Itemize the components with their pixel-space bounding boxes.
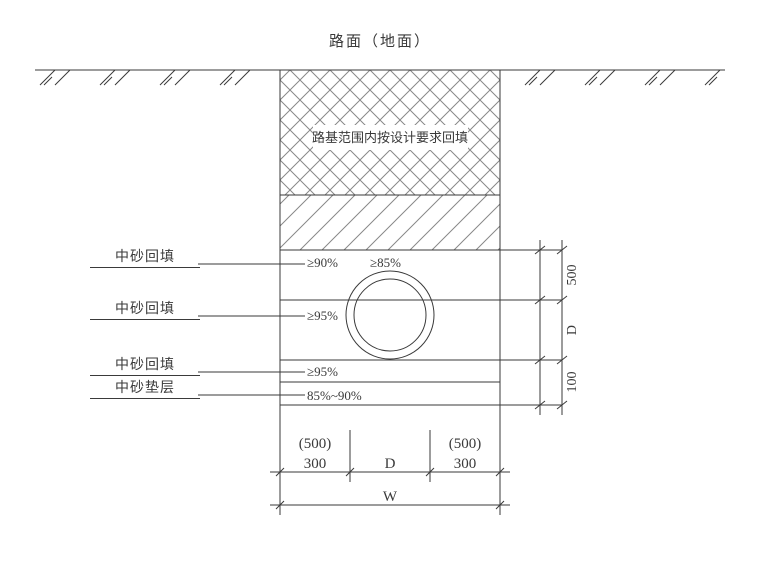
dim-bottom: (500) (500) 300 D 300 W [270, 405, 510, 515]
dim-right: 500 D 100 [500, 240, 580, 415]
layer1-left-pct: ≥90% [307, 255, 338, 270]
leader4-label: 中砂垫层 [90, 377, 200, 399]
dim-right-bot-label: 100 [565, 372, 580, 393]
leader1-label: 中砂回填 [90, 246, 200, 268]
diagram-canvas: 路基范围内按设计要求回填 ≥90% ≥85% ≥95% ≥95% 85%~90%… [0, 0, 760, 570]
pipe [346, 271, 434, 359]
dim-bot-paren-left: (500) [299, 436, 332, 452]
layer2-pct: ≥95% [307, 308, 338, 323]
roadbed-zone: 路基范围内按设计要求回填 [280, 70, 500, 195]
leader2-label: 中砂回填 [90, 298, 200, 320]
layer3-pct: ≥95% [307, 364, 338, 379]
dim-right-top-label: 500 [565, 265, 580, 286]
dim-bot-overall: W [383, 489, 398, 505]
dim-bot-paren-right: (500) [449, 436, 482, 452]
dim-bot-left: 300 [304, 456, 327, 472]
dim-bot-right: 300 [454, 456, 477, 472]
leader3-label: 中砂回填 [90, 354, 200, 376]
dim-right-mid-label: D [565, 325, 580, 335]
mid-fill [280, 195, 500, 250]
dim-bot-mid: D [385, 456, 396, 472]
roadbed-label: 路基范围内按设计要求回填 [312, 130, 468, 145]
layer4-pct: 85%~90% [307, 388, 362, 403]
layer1-right-pct: ≥85% [370, 255, 401, 270]
